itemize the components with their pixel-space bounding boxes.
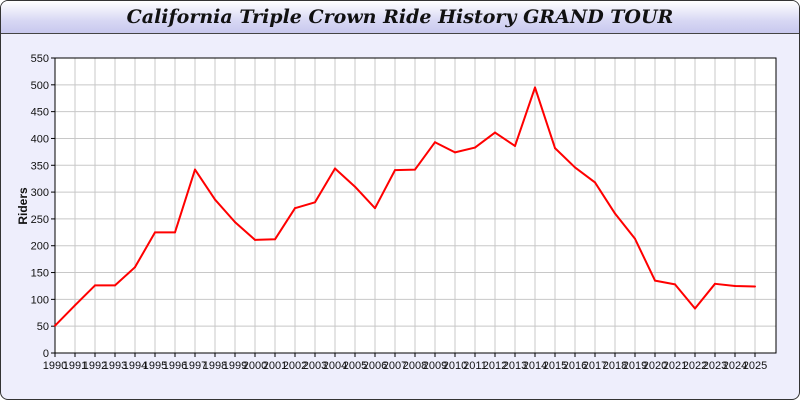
data-point — [534, 86, 536, 89]
x-tick-label: 2011 — [463, 360, 487, 372]
data-point — [714, 282, 716, 285]
x-tick-label: 2005 — [343, 360, 367, 372]
x-tick-label: 2025 — [743, 360, 767, 372]
x-tick-label: 2014 — [523, 360, 547, 372]
x-tick-label: 2002 — [283, 360, 307, 372]
title-bar: California Triple Crown Ride History GRA… — [1, 1, 799, 34]
data-point — [234, 221, 236, 224]
data-point — [454, 151, 456, 154]
data-point — [494, 131, 496, 134]
data-point — [174, 231, 176, 234]
x-tick-label: 2018 — [603, 360, 627, 372]
x-tick-label: 2017 — [583, 360, 607, 372]
y-tick-label: 500 — [31, 80, 49, 92]
data-point — [194, 168, 196, 171]
data-point — [374, 207, 376, 210]
x-tick-label: 1995 — [143, 360, 167, 372]
x-tick-label: 1990 — [43, 360, 67, 372]
x-tick-label: 1993 — [103, 360, 127, 372]
data-point — [294, 207, 296, 210]
y-tick-label: 450 — [31, 107, 49, 119]
data-point — [94, 284, 96, 287]
y-tick-label: 100 — [31, 294, 49, 306]
x-tick-label: 2009 — [423, 360, 447, 372]
data-point — [54, 324, 56, 327]
data-point — [274, 238, 276, 241]
data-point — [754, 285, 756, 288]
y-tick-label: 50 — [37, 321, 49, 333]
data-point — [414, 168, 416, 171]
data-point — [334, 167, 336, 170]
data-point — [614, 212, 616, 215]
x-tick-label: 2024 — [723, 360, 747, 372]
y-axis-label: Riders — [16, 187, 30, 225]
y-tick-label: 550 — [31, 53, 49, 65]
y-tick-label: 150 — [31, 268, 49, 280]
data-point — [254, 238, 256, 241]
data-point — [434, 141, 436, 144]
x-tick-label: 1994 — [123, 360, 147, 372]
x-tick-label: 1997 — [183, 360, 207, 372]
data-point — [514, 144, 516, 147]
y-tick-label: 350 — [31, 160, 49, 172]
y-tick-label: 300 — [31, 187, 49, 199]
x-tick-label: 1991 — [63, 360, 87, 372]
data-point — [314, 201, 316, 204]
x-tick-label: 2008 — [403, 360, 427, 372]
x-tick-label: 2019 — [623, 360, 647, 372]
x-tick-label: 2001 — [263, 360, 287, 372]
data-point — [394, 169, 396, 172]
data-point — [114, 284, 116, 287]
x-tick-label: 2006 — [363, 360, 387, 372]
x-tick-label: 2022 — [683, 360, 707, 372]
x-tick-label: 2015 — [543, 360, 567, 372]
riders-line — [54, 86, 756, 327]
data-point — [634, 237, 636, 240]
x-tick-label: 2021 — [663, 360, 687, 372]
data-point — [74, 304, 76, 307]
data-point — [674, 283, 676, 286]
x-tick-label: 2020 — [643, 360, 667, 372]
y-tick-label: 200 — [31, 241, 49, 253]
data-point — [134, 266, 136, 269]
x-tick-label: 2000 — [243, 360, 267, 372]
data-point — [214, 198, 216, 201]
x-tick-label: 1996 — [163, 360, 187, 372]
x-tick-label: 2010 — [443, 360, 467, 372]
y-tick-label: 400 — [31, 133, 49, 145]
chart-title: California Triple Crown Ride History GRA… — [126, 6, 674, 28]
y-tick-label: 0 — [43, 348, 49, 360]
x-tick-label: 1998 — [203, 360, 227, 372]
data-point — [734, 284, 736, 287]
data-point — [574, 166, 576, 169]
data-point — [474, 146, 476, 149]
x-tick-label: 2007 — [383, 360, 407, 372]
x-tick-label: 2003 — [303, 360, 327, 372]
data-point — [354, 185, 356, 188]
x-tick-label: 2004 — [323, 360, 347, 372]
x-tick-label: 1999 — [223, 360, 247, 372]
data-point — [154, 231, 156, 234]
data-point — [594, 181, 596, 184]
data-point — [554, 147, 556, 150]
x-tick-label: 2013 — [503, 360, 527, 372]
x-tick-label: 2012 — [483, 360, 507, 372]
y-tick-label: 250 — [31, 214, 49, 226]
data-point — [694, 307, 696, 310]
data-point — [654, 279, 656, 282]
x-tick-label: 2016 — [563, 360, 587, 372]
plot-border — [54, 57, 777, 354]
x-tick-label: 2023 — [703, 360, 727, 372]
x-tick-label: 1992 — [83, 360, 107, 372]
